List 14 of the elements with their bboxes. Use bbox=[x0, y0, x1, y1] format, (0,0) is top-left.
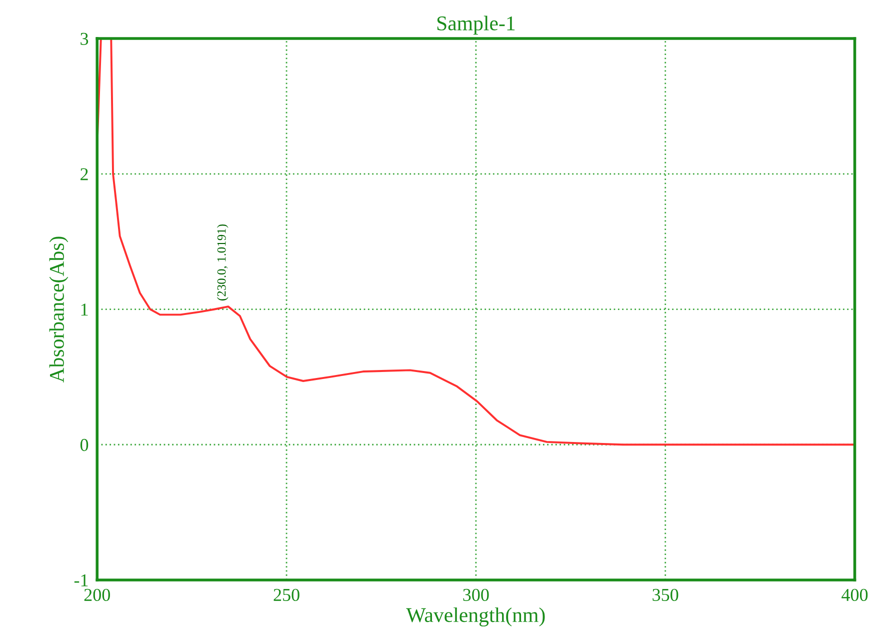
y-tick-label: 3 bbox=[80, 32, 88, 45]
y-tick-label: 1 bbox=[81, 304, 88, 316]
chart-title: Sample-1 bbox=[437, 16, 515, 35]
y-tick-label: -1 bbox=[74, 574, 88, 586]
x-axis-title: Wavelength(nm) bbox=[406, 607, 545, 626]
x-tick-label: 300 bbox=[463, 588, 489, 602]
y-axis-title: Absorbance(Abs) bbox=[49, 236, 68, 383]
x-tick-label: 350 bbox=[652, 588, 678, 602]
x-tick-label: 400 bbox=[842, 588, 868, 602]
x-tick-label: 200 bbox=[84, 588, 110, 602]
y-tick-label: 2 bbox=[80, 168, 88, 180]
x-tick-label: 250 bbox=[274, 588, 300, 602]
y-tick-label: 0 bbox=[80, 438, 88, 452]
annotation: (230.0, 1.0191) bbox=[216, 224, 228, 300]
